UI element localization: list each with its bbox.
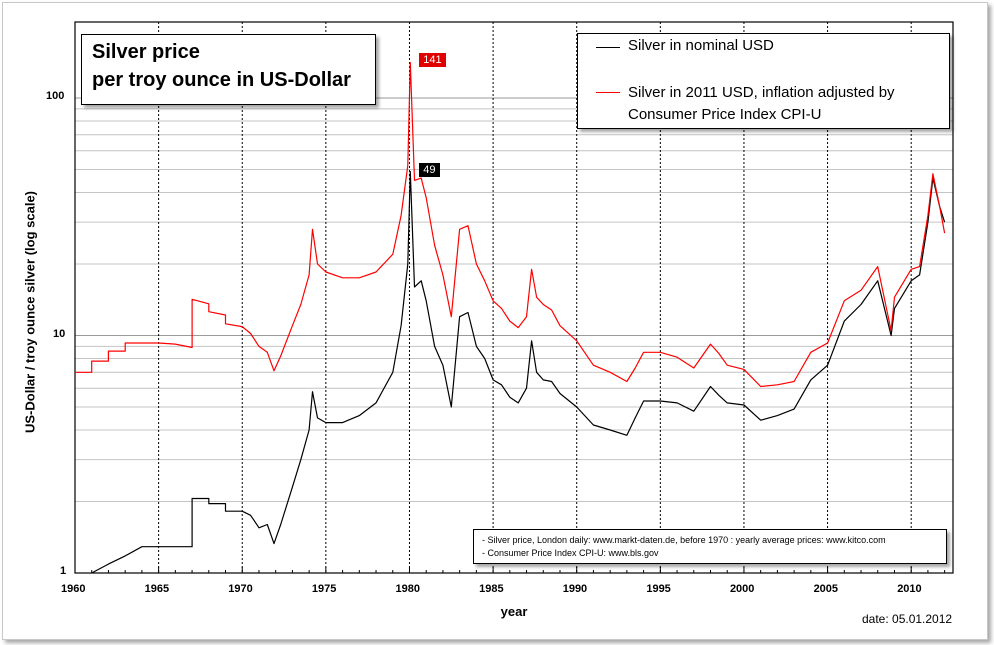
x-tick-label: 2010 <box>897 583 922 595</box>
y-tick-label: 10 <box>53 327 66 340</box>
y-tick-label: 1 <box>60 565 67 577</box>
legend-label-nominal: Silver in nominal USD <box>628 37 774 54</box>
series-group <box>75 61 946 574</box>
x-tick-label: 1965 <box>144 583 170 595</box>
y-axis-label: US-Dollar / troy ounce silver (log scale… <box>22 190 38 434</box>
x-tick-label: 1970 <box>228 583 253 595</box>
date-note: date: 05.01.2012 <box>862 612 953 626</box>
x-tick-label: 2005 <box>813 583 839 595</box>
source-line-2: - Consumer Price Index CPI-U: www.bls.go… <box>482 548 659 558</box>
chart-title-box: Silver price per troy ounce in US-Dollar <box>81 34 376 105</box>
x-tick-label: 1980 <box>395 583 420 595</box>
x-tick-label: 1990 <box>562 583 588 595</box>
chart-title-line-2: per troy ounce in US-Dollar <box>92 69 351 91</box>
peak-label-inflation-adjusted: 141 <box>419 53 446 67</box>
series-line-nominal <box>91 171 946 574</box>
x-tick-label: 1985 <box>479 583 504 595</box>
peak-label-nominal: 49 <box>419 162 440 177</box>
legend-swatch-inflation-adjusted <box>596 92 620 93</box>
legend-label-inflation-adjusted: Silver in 2011 USD, inflation adjusted b… <box>628 84 895 123</box>
plot-area <box>74 21 954 574</box>
source-line-1: - Silver price, London daily: www.markt-… <box>482 535 886 545</box>
y-tick-label: 100 <box>46 90 65 102</box>
x-tick-label: 2000 <box>729 583 755 595</box>
x-axis-label: year <box>500 604 528 619</box>
x-tick-label: 1960 <box>61 583 86 595</box>
chart-title-line-1: Silver price <box>92 41 200 63</box>
x-tick-label: 1975 <box>311 583 337 595</box>
x-tick-label: 1995 <box>646 583 671 595</box>
legend-swatch-nominal <box>596 47 620 48</box>
source-note-box: - Silver price, London daily: www.markt-… <box>473 529 947 564</box>
legend: Silver in nominal USD Silver in 2011 USD… <box>577 33 950 129</box>
series-line-inflation-adjusted <box>75 61 946 388</box>
